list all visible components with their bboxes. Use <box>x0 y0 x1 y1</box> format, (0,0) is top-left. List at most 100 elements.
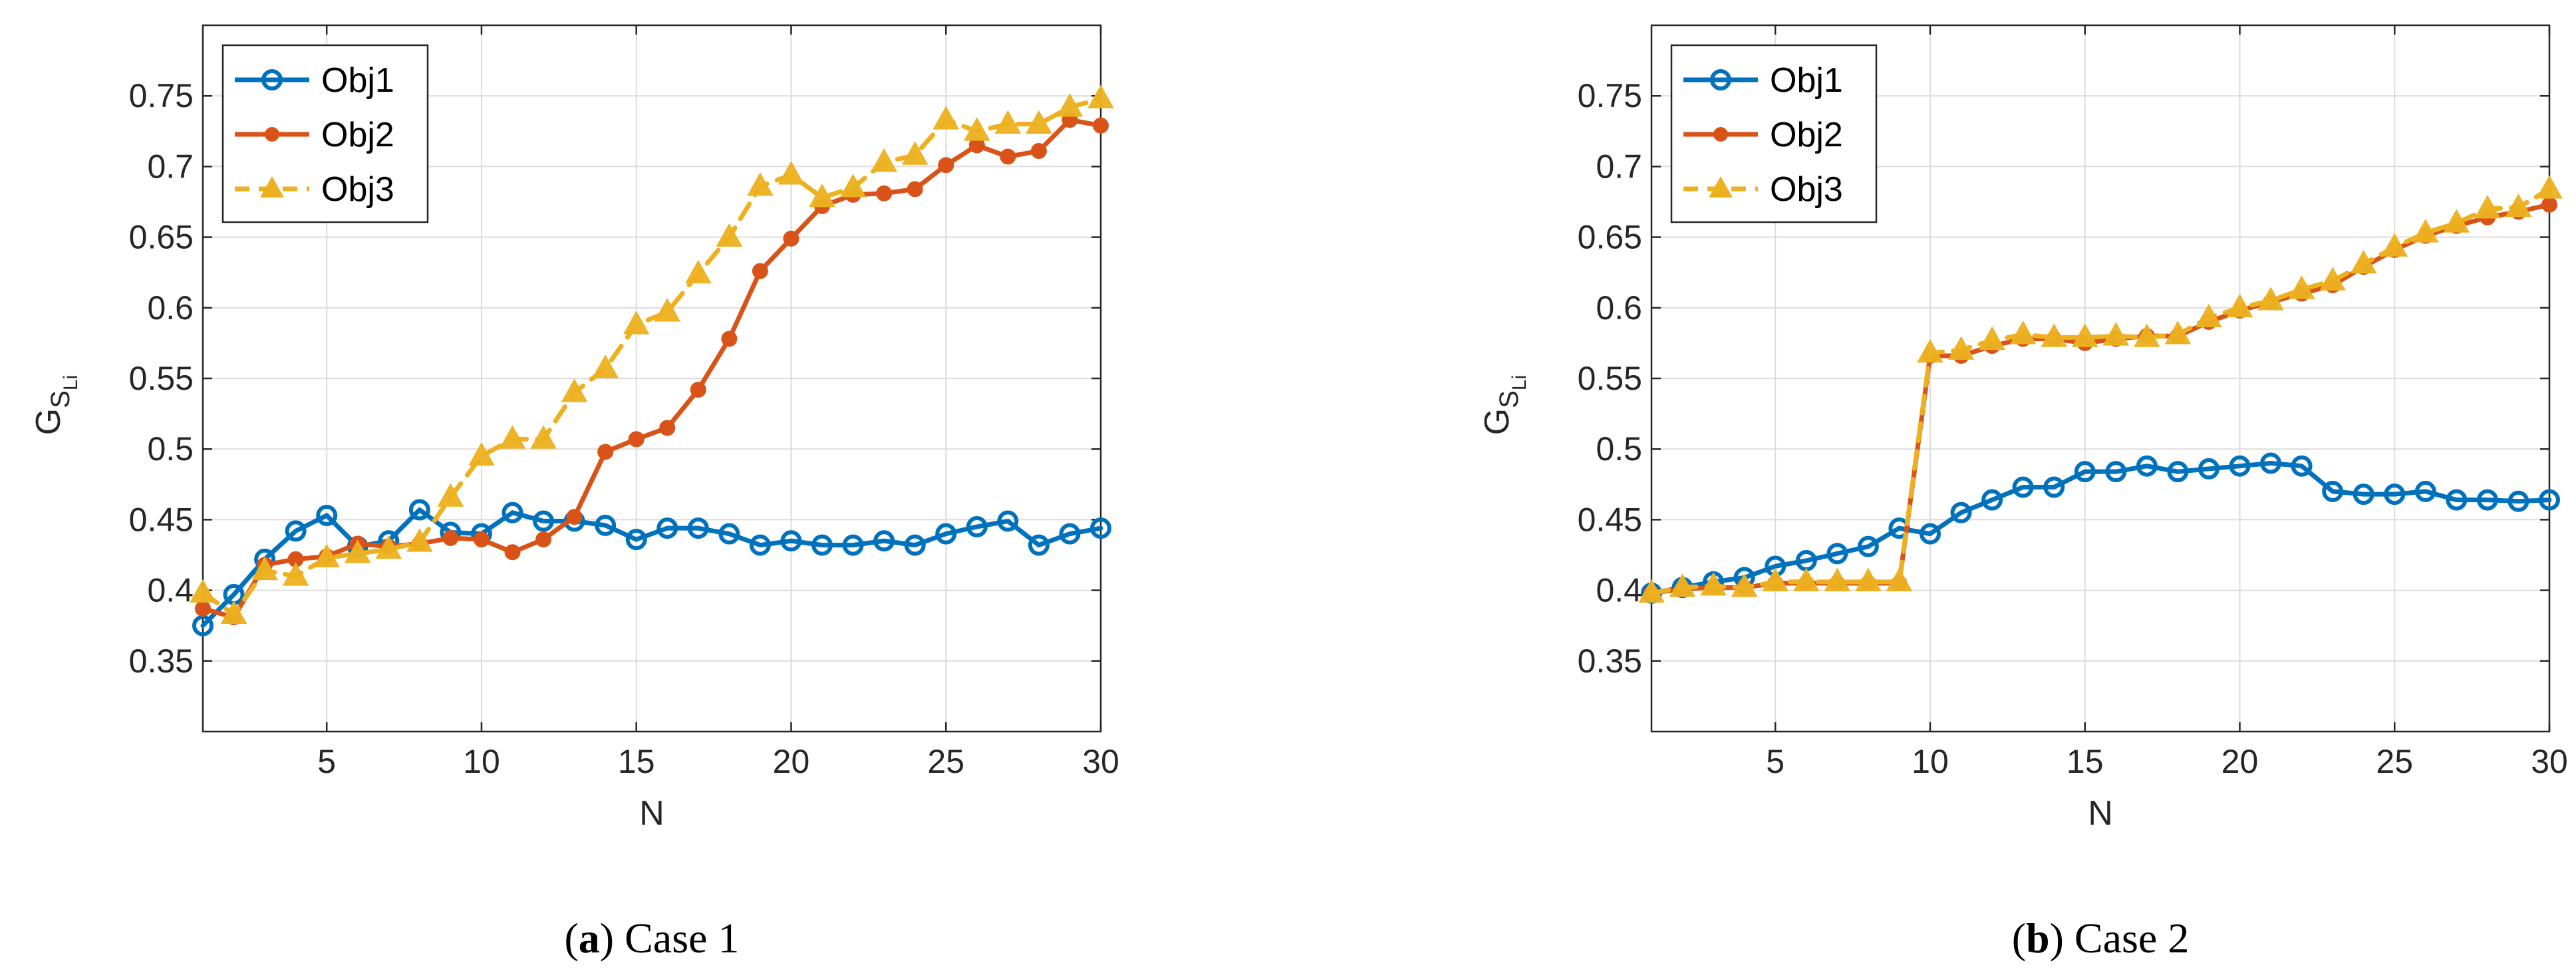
y-tick-label: 0.5 <box>147 430 194 468</box>
data-point <box>2288 275 2315 299</box>
y-axis-label: GSLi <box>1478 375 1530 436</box>
data-point <box>566 509 583 525</box>
data-point <box>2071 323 2098 347</box>
y-tick-label: 0.4 <box>1596 572 1642 609</box>
data-point <box>654 298 681 322</box>
data-point <box>2353 484 2374 505</box>
series-group <box>1638 175 2563 604</box>
data-point <box>2322 480 2344 502</box>
data-point <box>659 420 676 436</box>
data-point <box>2012 476 2034 498</box>
data-point <box>313 543 340 568</box>
data-point <box>1638 579 1665 603</box>
data-point <box>1028 534 1050 556</box>
data-point <box>533 510 555 532</box>
data-point <box>1087 84 1114 108</box>
x-tick-label: 15 <box>2067 743 2104 780</box>
series-obj3 <box>190 84 1114 624</box>
data-point <box>1731 573 1758 597</box>
legend-label: Obj2 <box>1770 116 1843 154</box>
data-point <box>2412 219 2439 243</box>
data-point <box>499 425 526 449</box>
data-point <box>932 106 959 130</box>
legend-marker <box>265 127 279 142</box>
data-point <box>2043 476 2065 498</box>
x-tick-label: 10 <box>463 743 500 780</box>
data-point <box>1093 117 1109 134</box>
x-tick-label: 15 <box>618 743 655 780</box>
legend: Obj1 Obj2 Obj3 <box>221 44 429 223</box>
data-point <box>1700 572 1727 596</box>
x-tick-label: 25 <box>927 743 964 780</box>
chart-panel-case1: 5 10 15 20 25 30 0.35 0.4 0.45 0.5 0.55 0.6 0.65 0.7 0… <box>29 24 1119 962</box>
data-point <box>778 161 805 185</box>
data-point <box>2134 323 2160 347</box>
x-axis-label: N <box>639 794 664 833</box>
data-point <box>811 534 833 556</box>
data-point <box>1056 93 1083 117</box>
data-point <box>2507 490 2529 512</box>
data-point <box>685 259 712 284</box>
data-point <box>468 442 495 466</box>
y-tick-label: 0.35 <box>129 642 194 680</box>
y-axis-label-main: G <box>29 408 68 435</box>
data-point <box>2319 267 2346 291</box>
data-point <box>873 530 895 552</box>
x-tick-label: 20 <box>2221 743 2259 780</box>
data-point <box>1947 336 1975 360</box>
data-point <box>2102 322 2130 346</box>
series-line-obj1 <box>1649 460 2552 596</box>
data-point <box>2541 196 2557 213</box>
data-point <box>964 117 990 141</box>
legend-marker <box>260 176 284 198</box>
caption-punct: ( <box>2012 914 2026 962</box>
x-tick-label: 20 <box>773 743 810 780</box>
ticks: 5 10 15 20 25 30 0.35 0.4 0.45 0.5 0.55 0.6 0.65 0.7 0… <box>1578 25 2568 780</box>
caption-punct: ) <box>600 914 625 962</box>
data-point <box>375 535 402 559</box>
legend-label: Obj1 <box>321 61 394 100</box>
data-point <box>408 499 430 521</box>
caption: (a) Case 1 <box>564 914 739 962</box>
y-tick-label: 0.45 <box>129 501 194 538</box>
y-axis-label-sub: S <box>46 390 75 408</box>
y-tick-label: 0.6 <box>147 289 194 327</box>
data-point <box>1979 326 2005 350</box>
data-point <box>2226 293 2253 318</box>
data-point <box>2350 249 2377 274</box>
data-point <box>2074 461 2096 483</box>
data-point <box>718 523 740 545</box>
data-point <box>1855 567 1882 592</box>
caption-text: Case 2 <box>2075 914 2189 962</box>
legend-marker <box>1713 127 1728 142</box>
legend: Obj1 Obj2 Obj3 <box>1670 44 1878 223</box>
y-axis-label-main: G <box>1478 408 1516 435</box>
legend-label: Obj2 <box>321 116 394 154</box>
y-tick-label: 0.75 <box>1578 77 1642 114</box>
data-point <box>625 529 647 551</box>
data-point <box>2009 321 2037 345</box>
caption-text: Case 1 <box>625 914 739 962</box>
y-tick-label: 0.75 <box>129 77 194 114</box>
data-point <box>2196 303 2222 327</box>
y-axis-label: GSLi <box>29 375 82 436</box>
data-point <box>1919 523 1941 545</box>
data-point <box>1857 535 1879 557</box>
data-point <box>2291 455 2313 477</box>
data-point <box>2164 321 2192 345</box>
series-obj3 <box>1638 175 2563 603</box>
data-point <box>780 530 802 552</box>
data-point <box>842 534 864 556</box>
data-point <box>839 174 867 198</box>
data-point <box>282 562 309 586</box>
data-point <box>1917 339 1943 363</box>
data-point <box>2384 484 2406 505</box>
data-point <box>1981 489 2003 511</box>
x-tick-label: 5 <box>317 743 336 780</box>
x-tick-label: 5 <box>1766 743 1785 780</box>
data-point <box>501 501 523 523</box>
x-tick-label: 30 <box>1082 743 1119 780</box>
data-point <box>442 530 459 547</box>
data-point <box>687 517 709 539</box>
